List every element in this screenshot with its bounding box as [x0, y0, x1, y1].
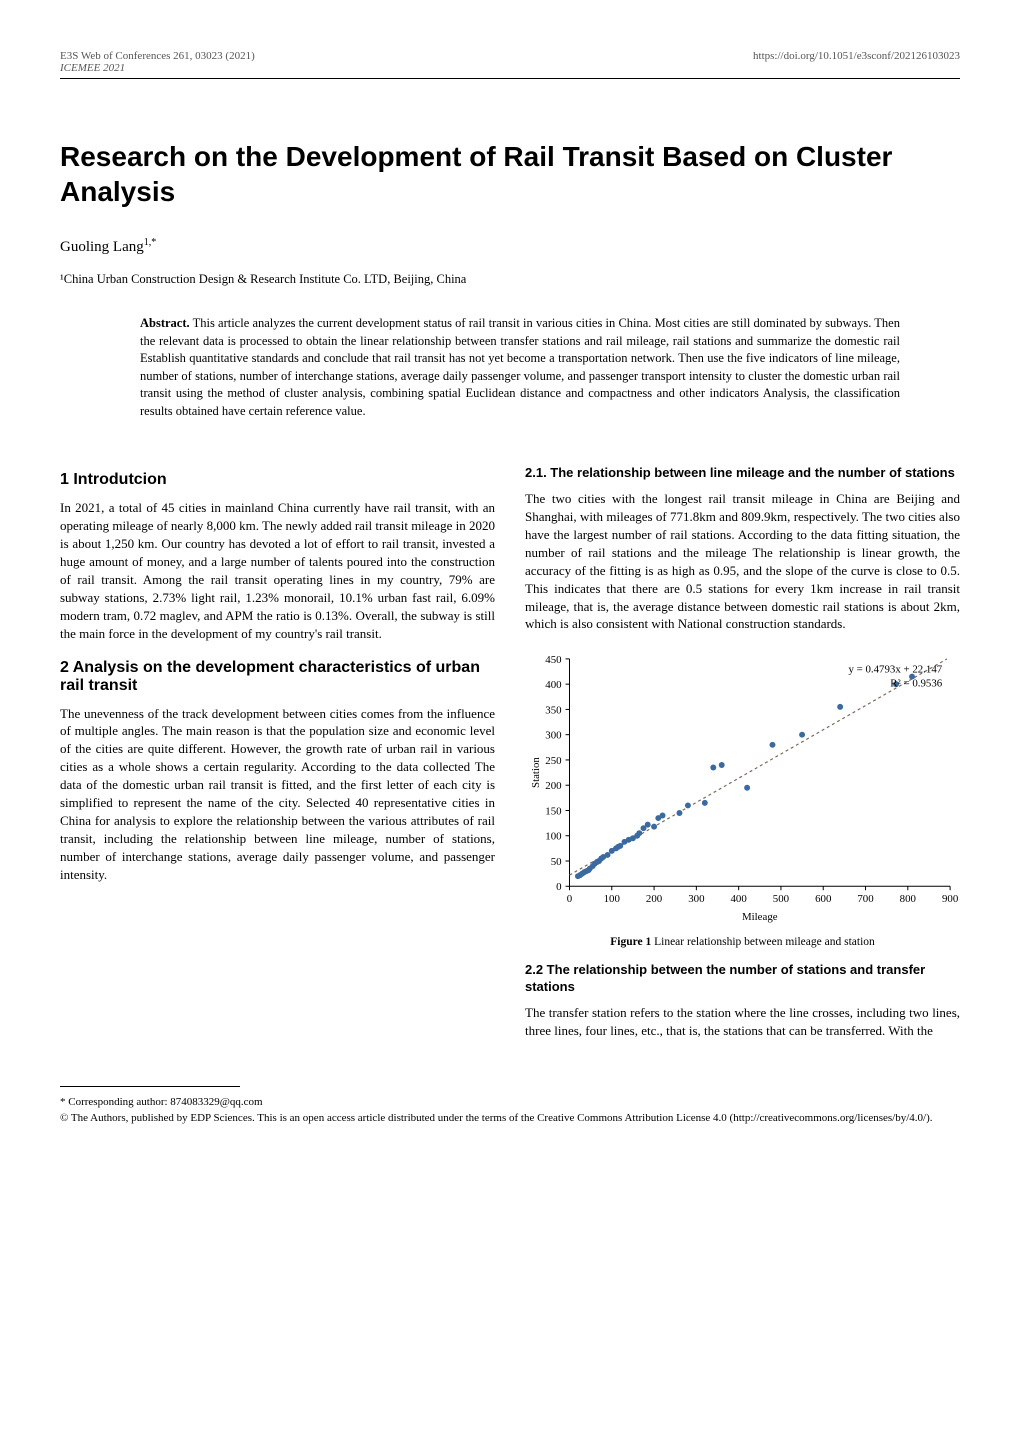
affiliation: ¹China Urban Construction Design & Resea…: [60, 272, 960, 287]
svg-text:600: 600: [815, 893, 832, 905]
section-22-heading: 2.2 The relationship between the number …: [525, 962, 960, 996]
author-line: Guoling Lang1,*: [60, 237, 960, 256]
svg-text:700: 700: [857, 893, 874, 905]
section-1-heading: 1 Introdutcion: [60, 471, 495, 489]
right-column: 2.1. The relationship between line milea…: [525, 465, 960, 1056]
abstract-paragraph: Abstract. This article analyzes the curr…: [140, 315, 900, 420]
svg-text:800: 800: [900, 893, 917, 905]
svg-text:250: 250: [545, 755, 562, 767]
section-21-heading: 2.1. The relationship between line milea…: [525, 465, 960, 482]
license-text: © The Authors, published by EDP Sciences…: [60, 1111, 960, 1125]
figure-1-caption-text: Linear relationship between mileage and …: [654, 936, 875, 948]
section-1-p1: In 2021, a total of 45 cities in mainlan…: [60, 499, 495, 643]
page-header: E3S Web of Conferences 261, 03023 (2021)…: [60, 50, 960, 74]
paper-title: Research on the Development of Rail Tran…: [60, 139, 960, 209]
author-sup: 1,*: [144, 237, 157, 248]
conference-line: ICEMEE 2021: [60, 62, 125, 74]
two-column-layout: 1 Introdutcion In 2021, a total of 45 ci…: [60, 465, 960, 1056]
figure-1-caption: Figure 1 Linear relationship between mil…: [525, 936, 960, 948]
svg-text:900: 900: [942, 893, 959, 905]
footer-area: * Corresponding author: 874083329@qq.com…: [60, 1086, 960, 1126]
journal-line: E3S Web of Conferences 261, 03023 (2021): [60, 50, 255, 62]
figure-1: 0 100 200 300 400 500 600 700 800 900 0 50 100 150 200…: [525, 649, 960, 926]
svg-text:450: 450: [545, 654, 562, 666]
header-left: E3S Web of Conferences 261, 03023 (2021)…: [60, 50, 255, 74]
section-2-heading: 2 Analysis on the development characteri…: [60, 659, 495, 695]
svg-text:Station: Station: [530, 757, 542, 788]
abstract-text: This article analyzes the current develo…: [140, 316, 900, 418]
svg-text:200: 200: [646, 893, 663, 905]
abstract-label: Abstract.: [140, 316, 190, 330]
svg-text:500: 500: [773, 893, 790, 905]
corresponding-author: * Corresponding author: 874083329@qq.com: [60, 1095, 960, 1109]
figure-1-chart: 0 100 200 300 400 500 600 700 800 900 0 50 100 150 200…: [525, 649, 960, 926]
svg-text:y = 0.4793x + 22.147: y = 0.4793x + 22.147: [848, 664, 942, 676]
footnote-rule: [60, 1086, 240, 1093]
left-column: 1 Introdutcion In 2021, a total of 45 ci…: [60, 465, 495, 1056]
figure-1-caption-label: Figure 1: [610, 936, 651, 948]
page-container: E3S Web of Conferences 261, 03023 (2021)…: [0, 0, 1020, 1165]
svg-text:200: 200: [545, 781, 562, 793]
abstract-block: Abstract. This article analyzes the curr…: [60, 315, 960, 420]
svg-text:100: 100: [604, 893, 621, 905]
section-2-p1: The unevenness of the track development …: [60, 705, 495, 884]
svg-text:50: 50: [551, 856, 562, 868]
svg-text:300: 300: [545, 730, 562, 742]
svg-text:0: 0: [556, 882, 562, 894]
author-name: Guoling Lang: [60, 239, 144, 255]
svg-text:400: 400: [545, 679, 562, 691]
svg-text:100: 100: [545, 831, 562, 843]
svg-text:150: 150: [545, 806, 562, 818]
header-doi: https://doi.org/10.1051/e3sconf/20212610…: [753, 50, 960, 74]
section-22-p1: The transfer station refers to the stati…: [525, 1004, 960, 1040]
section-21-p1: The two cities with the longest rail tra…: [525, 490, 960, 634]
svg-text:350: 350: [545, 705, 562, 717]
svg-text:300: 300: [688, 893, 705, 905]
svg-text:R² = 0.9536: R² = 0.9536: [890, 678, 942, 690]
svg-text:Mileage: Mileage: [742, 911, 778, 923]
header-divider: [60, 78, 960, 79]
svg-text:400: 400: [731, 893, 748, 905]
svg-text:0: 0: [567, 893, 573, 905]
